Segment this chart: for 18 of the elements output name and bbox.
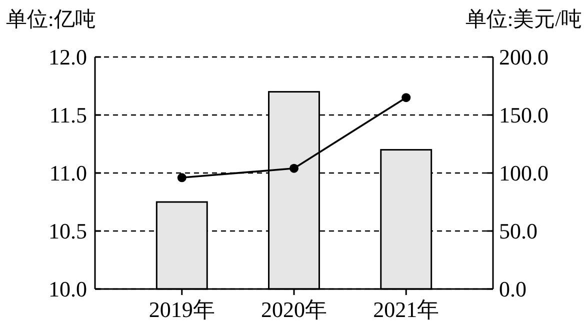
y2-tick-label: 50.0	[499, 218, 538, 244]
y-tick-label: 11.5	[49, 102, 87, 128]
y2-tick-label: 200.0	[499, 44, 548, 70]
y2-axis-title: 单位:美元/吨	[465, 7, 582, 31]
point	[290, 164, 298, 173]
x-tick-label: 2019年	[148, 297, 215, 322]
y-tick-label: 12.0	[48, 44, 87, 70]
y2-tick-label: 150.0	[499, 102, 548, 128]
x-tick-label: 2020年	[261, 297, 327, 322]
point	[177, 173, 186, 182]
point	[402, 93, 411, 102]
x-tick-label: 2021年	[373, 297, 440, 322]
y-tick-label: 10.5	[48, 218, 87, 244]
y-tick-label: 11.0	[49, 160, 87, 186]
y2-tick-label: 100.0	[499, 160, 548, 186]
y-tick-label: 10.0	[48, 276, 87, 302]
y-axis-title: 单位:亿吨	[6, 7, 96, 31]
y2-tick-label: 0.0	[499, 276, 526, 302]
